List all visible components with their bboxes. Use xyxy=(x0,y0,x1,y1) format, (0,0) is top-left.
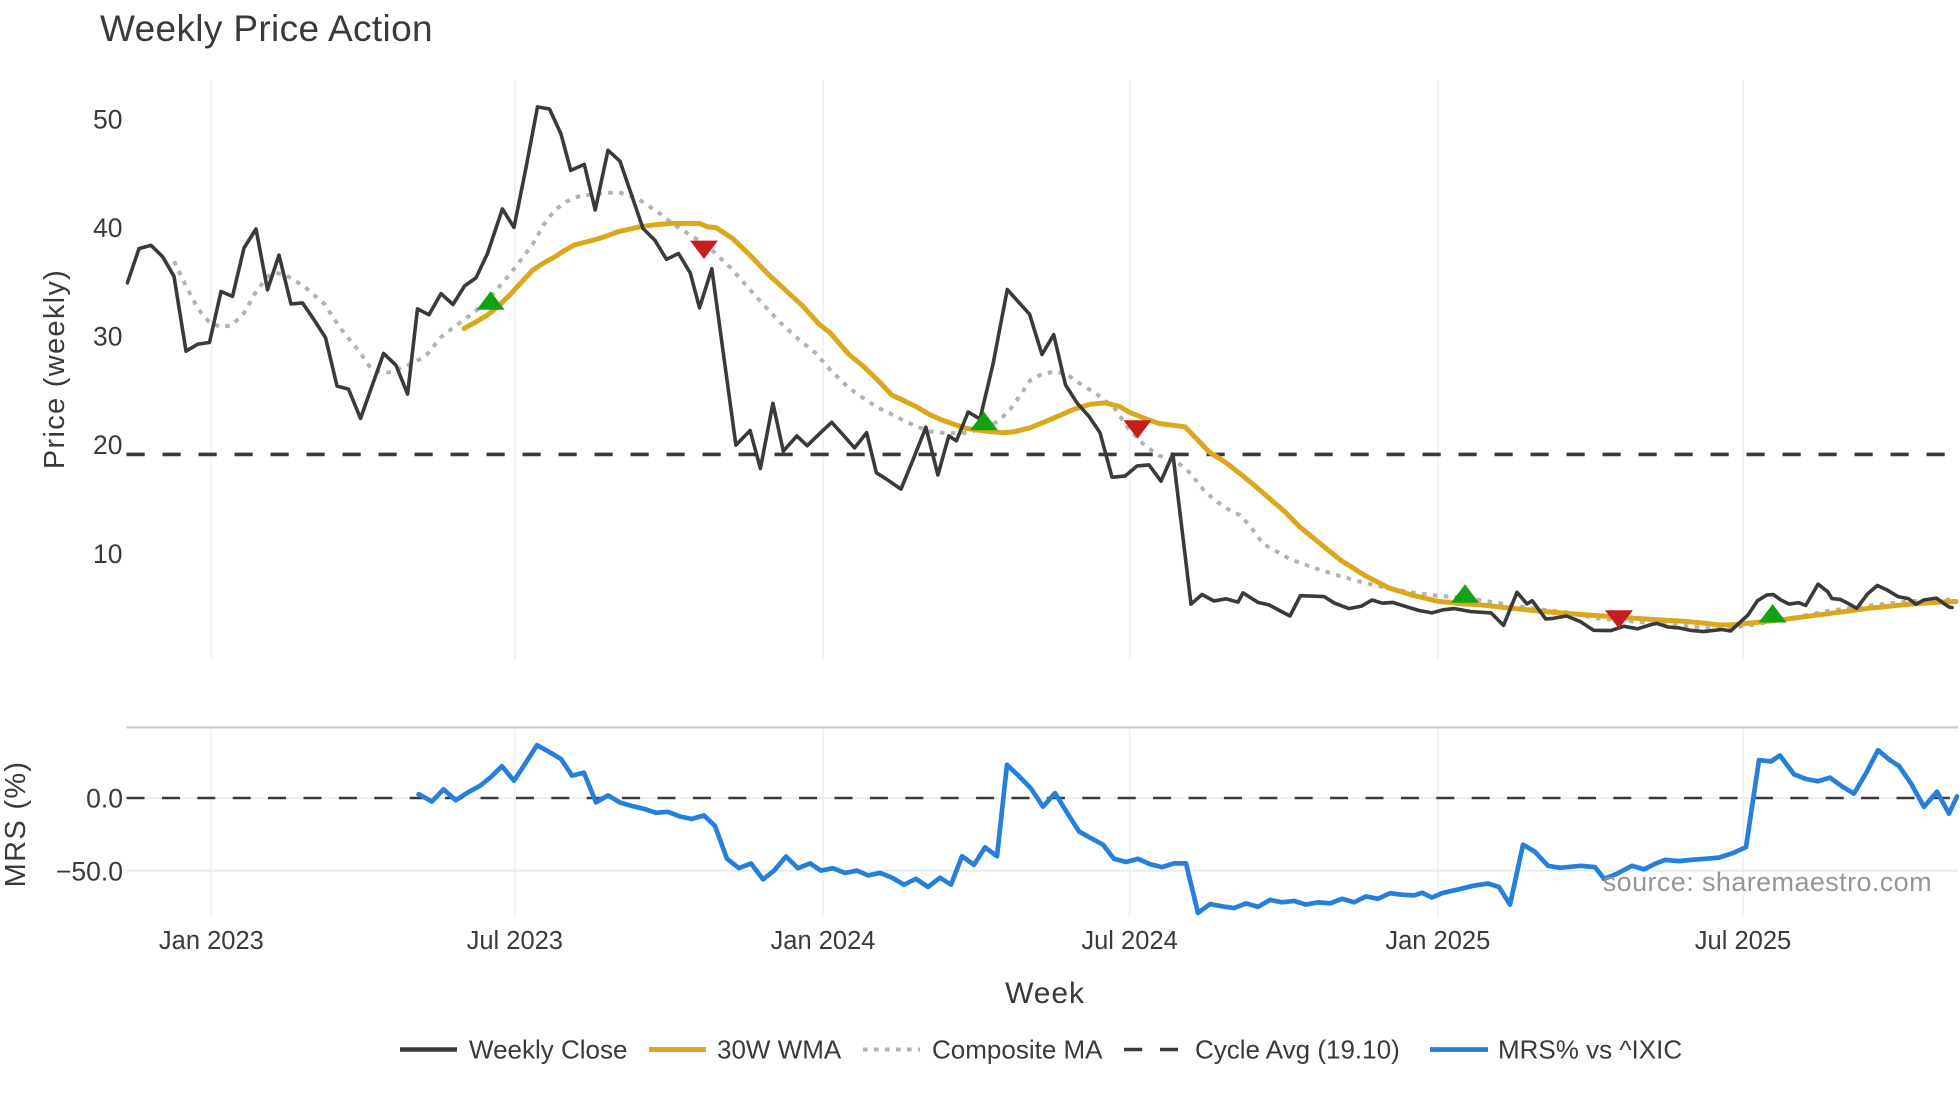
svg-text:0.0: 0.0 xyxy=(86,784,123,814)
svg-text:Week: Week xyxy=(1005,977,1085,1010)
svg-text:10: 10 xyxy=(93,539,122,569)
svg-text:Weekly Price Action: Weekly Price Action xyxy=(100,8,433,49)
svg-text:Jan 2023: Jan 2023 xyxy=(159,927,264,955)
svg-text:Cycle Avg (19.10): Cycle Avg (19.10) xyxy=(1195,1035,1400,1065)
svg-text:Composite MA: Composite MA xyxy=(932,1035,1103,1065)
svg-text:MRS% vs ^IXIC: MRS% vs ^IXIC xyxy=(1498,1035,1682,1065)
svg-text:Jul 2023: Jul 2023 xyxy=(467,927,563,955)
svg-text:MRS (%): MRS (%) xyxy=(0,761,32,888)
svg-text:40: 40 xyxy=(93,213,122,243)
svg-text:−50.0: −50.0 xyxy=(56,856,123,886)
svg-text:Jul 2025: Jul 2025 xyxy=(1695,927,1791,955)
svg-text:Price (weekly): Price (weekly) xyxy=(39,269,71,469)
svg-text:Jan 2024: Jan 2024 xyxy=(771,927,876,955)
svg-text:30: 30 xyxy=(93,321,122,351)
svg-text:source: sharemaestro.com: source: sharemaestro.com xyxy=(1603,867,1932,897)
svg-text:30W WMA: 30W WMA xyxy=(717,1035,842,1065)
svg-text:50: 50 xyxy=(93,104,122,134)
svg-text:Weekly Close: Weekly Close xyxy=(469,1035,627,1065)
svg-text:20: 20 xyxy=(93,430,122,460)
svg-text:Jul 2024: Jul 2024 xyxy=(1081,927,1177,955)
svg-text:Jan 2025: Jan 2025 xyxy=(1385,927,1490,955)
